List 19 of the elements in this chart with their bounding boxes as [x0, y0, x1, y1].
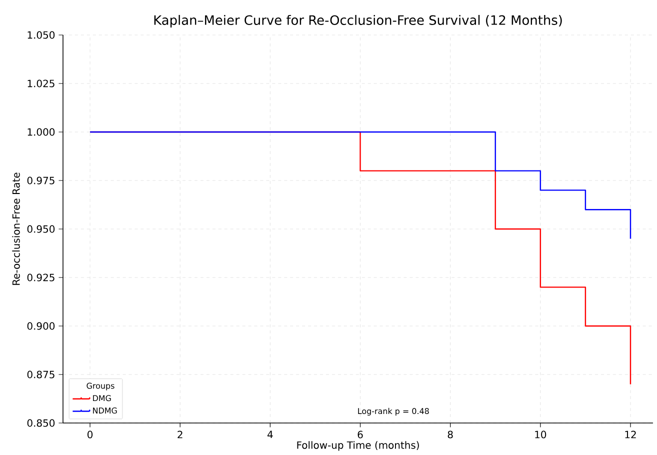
x-tick-label: 0	[88, 430, 93, 438]
y-tick-label: 0.925	[27, 274, 54, 282]
x-tick-label: 4	[267, 430, 273, 438]
x-tick-label: 10	[535, 430, 546, 438]
y-axis-title: Re-occlusion-Free Rate	[12, 172, 20, 285]
y-tick-label: 0.900	[27, 322, 55, 330]
y-tick-label: 0.875	[27, 370, 54, 378]
y-tick-label: 0.950	[27, 225, 55, 233]
y-tick-label: 1.025	[28, 80, 54, 88]
x-tick-label: 2	[178, 430, 182, 438]
x-tick-label: 8	[448, 430, 453, 438]
y-tick-label: 1.050	[28, 31, 55, 39]
y-tick-label: 0.975	[27, 176, 54, 184]
y-tick-label: 0.850	[27, 419, 55, 427]
chart-title: Kaplan–Meier Curve for Re-Occlusion-Free Survival (12 Months)	[154, 14, 562, 28]
x-tick-label: 12	[625, 430, 636, 438]
y-tick-label: 1.000	[28, 128, 55, 136]
x-tick-label: 6	[358, 430, 363, 438]
x-axis-title: Follow-up Time (months)	[297, 441, 419, 451]
